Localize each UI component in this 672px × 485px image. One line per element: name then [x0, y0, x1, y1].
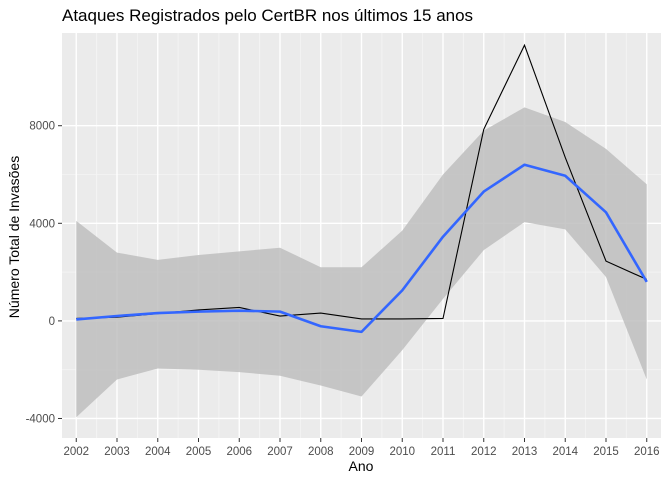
x-tick-label: 2012: [471, 446, 497, 458]
y-tick-label: 8000: [29, 121, 55, 133]
y-tick-label: 4000: [29, 218, 55, 230]
x-axis-ticks: 2002 2003 2004 2005 2006 2007 2008 2009 2010 2011…: [63, 438, 660, 458]
x-tick-label: 2004: [145, 446, 171, 458]
x-tick-label: 2008: [308, 446, 334, 458]
x-tick-label: 2005: [186, 446, 212, 458]
x-tick-label: 2010: [389, 446, 415, 458]
x-tick-label: 2006: [226, 446, 252, 458]
x-tick-label: 2016: [634, 446, 660, 458]
x-tick-label: 2009: [349, 446, 375, 458]
chart-title: Ataques Registrados pelo CertBR nos últi…: [62, 6, 473, 25]
y-axis-ticks: -4000 0 4000 8000: [26, 121, 62, 425]
smooth-line: [76, 163, 648, 334]
x-tick-label: 2003: [104, 446, 130, 458]
x-tick-label: 2011: [431, 446, 456, 458]
confidence-band: [76, 107, 647, 418]
y-axis-title: Número Total de Invasões: [6, 156, 22, 318]
y-tick-label: 0: [49, 316, 55, 328]
x-tick-label: 2015: [593, 446, 619, 458]
y-tick-label: -4000: [26, 413, 55, 425]
x-axis-title: Ano: [349, 458, 374, 474]
x-tick-label: 2007: [267, 446, 293, 458]
x-tick-label: 2014: [552, 446, 578, 458]
x-tick-label: 2002: [63, 446, 89, 458]
x-tick-label: 2013: [512, 446, 538, 458]
